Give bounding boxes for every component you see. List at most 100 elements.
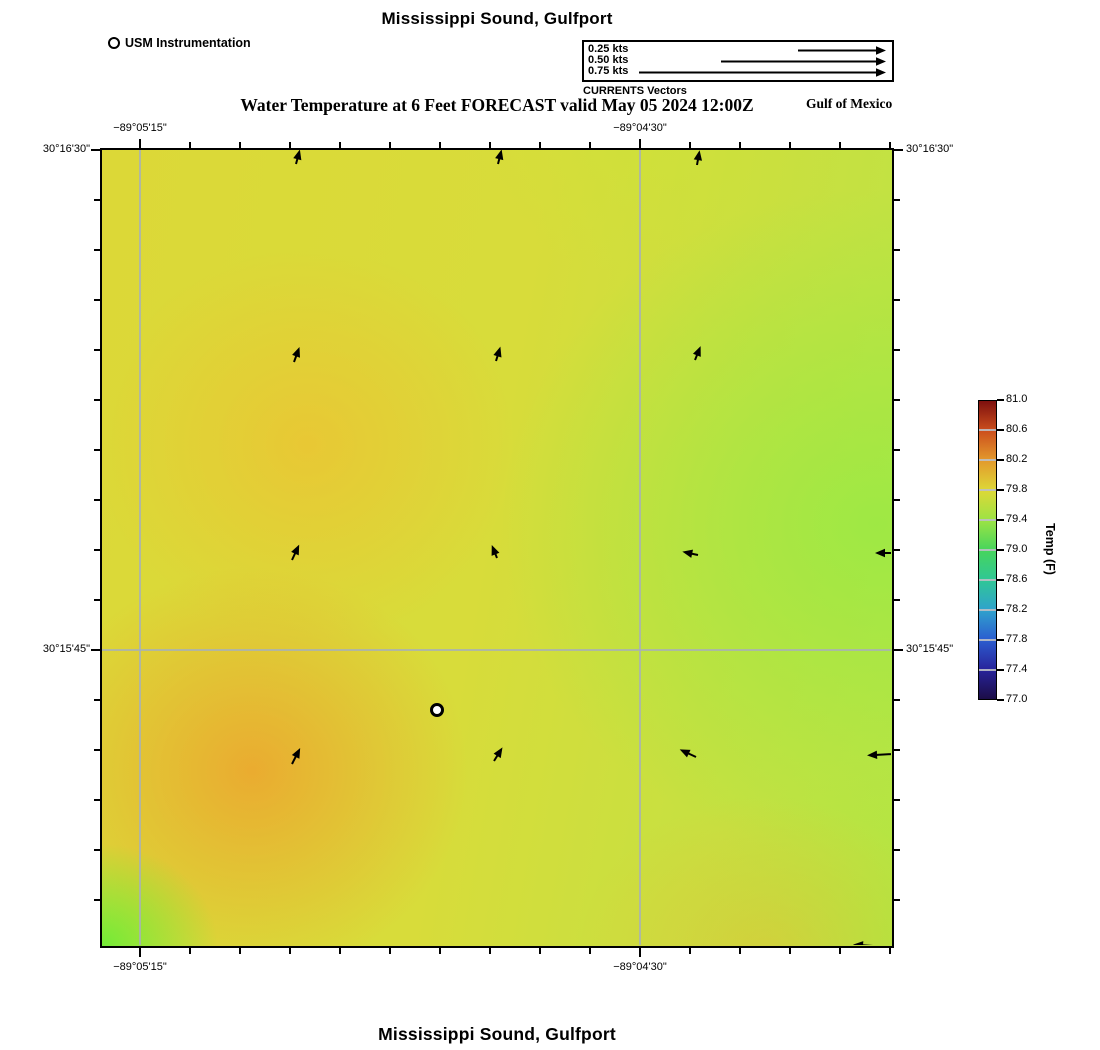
axis-tick — [894, 899, 900, 901]
colorbar-tick-label: 79.0 — [1006, 543, 1028, 555]
axis-tick — [94, 799, 100, 801]
colorbar-gridline — [979, 669, 996, 671]
current-vector-arrow — [692, 346, 701, 361]
currents-legend-item: 0.50 kts — [588, 54, 629, 66]
x-tick-label-top-west: −89°05'15" — [113, 122, 167, 134]
colorbar — [978, 400, 997, 700]
axis-tick — [439, 948, 441, 954]
current-vector-arrow — [679, 749, 697, 758]
current-vector-arrow — [867, 750, 891, 760]
colorbar-tick — [997, 669, 1004, 671]
axis-tick — [789, 948, 791, 954]
axis-tick — [739, 948, 741, 954]
colorbar-tick-label: 80.2 — [1006, 453, 1028, 465]
axis-tick — [894, 499, 900, 501]
axis-tick — [589, 142, 591, 148]
axis-tick — [94, 249, 100, 251]
axis-tick — [894, 349, 900, 351]
axis-tick — [889, 142, 891, 148]
colorbar-tick — [997, 429, 1004, 431]
colorbar-tick-label: 77.8 — [1006, 633, 1028, 645]
axis-tick — [389, 142, 391, 148]
colorbar-tick — [997, 399, 1004, 401]
y-tick-label-left-north: 30°16'30" — [42, 143, 90, 155]
axis-tick — [239, 142, 241, 148]
current-vector-arrow — [693, 150, 703, 166]
current-vector-layer — [291, 150, 891, 945]
current-vector-arrow — [495, 150, 504, 165]
current-vector-arrow — [798, 46, 886, 55]
axis-tick — [94, 299, 100, 301]
region-label: Gulf of Mexico — [806, 96, 893, 111]
currents-legend-box: 0.25 kts 0.50 kts 0.75 kts — [582, 40, 894, 82]
temperature-map — [100, 148, 894, 948]
axis-tick — [839, 142, 841, 148]
axis-tick — [689, 142, 691, 148]
axis-tick — [339, 948, 341, 954]
colorbar-gridline — [979, 579, 996, 581]
axis-tick — [689, 948, 691, 954]
current-vector-arrow — [493, 346, 502, 362]
gridline-meridian-east — [639, 150, 641, 945]
x-tick-label-bottom-west: −89°05'15" — [113, 961, 167, 973]
current-vector-arrow — [491, 545, 500, 559]
axis-tick — [789, 142, 791, 148]
axis-tick — [94, 699, 100, 701]
axis-tick — [94, 749, 100, 751]
colorbar-gridline — [979, 519, 996, 521]
current-vector-arrow — [291, 747, 301, 765]
axis-tick — [289, 948, 291, 954]
current-vector-arrow — [292, 346, 300, 363]
colorbar-gridline — [979, 609, 996, 611]
axis-tick — [889, 948, 891, 954]
colorbar-tick — [997, 609, 1004, 611]
colorbar-gridline — [979, 489, 996, 491]
axis-tick — [94, 349, 100, 351]
bottom-title: Mississippi Sound, Gulfport — [378, 1024, 616, 1044]
usm-station-marker — [430, 703, 444, 717]
axis-tick — [894, 799, 900, 801]
axis-tick — [94, 449, 100, 451]
axis-tick — [894, 199, 900, 201]
colorbar-title: Temp (F) — [1043, 523, 1057, 575]
axis-tick — [894, 849, 900, 851]
axis-tick — [239, 948, 241, 954]
y-tick-label-right-south: 30°15'45" — [906, 643, 954, 655]
current-vector-arrow — [721, 57, 886, 66]
currents-legend-item: 0.25 kts — [588, 43, 629, 55]
axis-tick — [91, 149, 100, 151]
y-tick-label-right-north: 30°16'30" — [906, 143, 954, 155]
colorbar-tick-label: 78.6 — [1006, 573, 1028, 585]
station-marker-icon — [108, 37, 120, 49]
axis-tick — [94, 399, 100, 401]
x-tick-label-bottom-east: −89°04'30" — [613, 961, 667, 973]
current-vector-arrow — [493, 747, 503, 762]
axis-tick — [94, 849, 100, 851]
axis-tick — [839, 948, 841, 954]
colorbar-gridline — [979, 459, 996, 461]
colorbar-tick-label: 79.8 — [1006, 483, 1028, 495]
axis-tick — [489, 142, 491, 148]
axis-tick — [894, 649, 903, 651]
axis-tick — [539, 948, 541, 954]
axis-tick — [339, 142, 341, 148]
colorbar-tick-label: 77.0 — [1006, 693, 1028, 705]
colorbar-tick-label: 78.2 — [1006, 603, 1028, 615]
x-tick-label-top-east: −89°04'30" — [613, 122, 667, 134]
colorbar-tick-label: 77.4 — [1006, 663, 1028, 675]
axis-tick — [639, 948, 641, 957]
currents-legend-item: 0.75 kts — [588, 65, 629, 77]
current-vector-arrow — [291, 544, 300, 561]
gridline-parallel — [102, 649, 891, 651]
currents-caption: CURRENTS Vectors — [583, 85, 687, 97]
colorbar-gridline — [979, 639, 996, 641]
colorbar-tick — [997, 519, 1004, 521]
current-vector-arrow — [853, 941, 874, 945]
current-vector-arrow — [875, 548, 891, 558]
colorbar-tick-label: 81.0 — [1006, 393, 1028, 405]
currents-legend-arrows — [639, 46, 886, 77]
current-vector-arrow — [293, 150, 302, 165]
current-vector-arrow — [639, 68, 886, 77]
colorbar-tick — [997, 699, 1004, 701]
